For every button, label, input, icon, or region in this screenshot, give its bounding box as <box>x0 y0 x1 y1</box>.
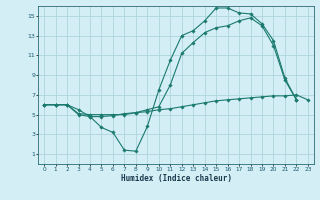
X-axis label: Humidex (Indice chaleur): Humidex (Indice chaleur) <box>121 174 231 183</box>
